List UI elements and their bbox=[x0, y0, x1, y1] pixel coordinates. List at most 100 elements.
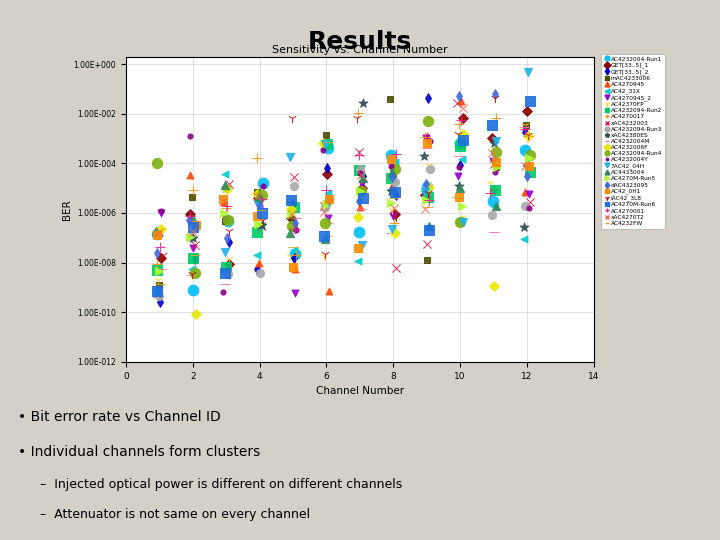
Text: –  Attenuator is not same on every channel: – Attenuator is not same on every channe… bbox=[40, 508, 310, 521]
Text: –  Injected optical power is different on different channels: – Injected optical power is different on… bbox=[40, 478, 402, 491]
Point bbox=[490, 157, 502, 166]
Point bbox=[256, 221, 268, 230]
Point bbox=[223, 180, 235, 189]
Point bbox=[354, 148, 365, 157]
Point bbox=[253, 193, 264, 202]
Point bbox=[287, 222, 298, 231]
Point bbox=[150, 265, 162, 274]
Point bbox=[219, 217, 230, 225]
Point bbox=[155, 280, 166, 288]
Point bbox=[385, 162, 397, 171]
Point bbox=[355, 187, 366, 195]
Point bbox=[452, 130, 464, 139]
Point bbox=[320, 139, 331, 148]
Point bbox=[457, 136, 469, 144]
Point bbox=[486, 133, 498, 142]
Point bbox=[519, 201, 531, 210]
Point bbox=[421, 239, 433, 248]
Point bbox=[251, 187, 263, 196]
Point bbox=[488, 228, 500, 237]
Point bbox=[455, 96, 467, 105]
Point bbox=[420, 195, 432, 204]
Point bbox=[390, 178, 401, 186]
Point bbox=[454, 218, 466, 227]
Point bbox=[387, 193, 398, 202]
Point bbox=[151, 287, 163, 295]
Point bbox=[424, 165, 436, 173]
Point bbox=[290, 251, 302, 259]
Point bbox=[251, 219, 262, 227]
Point bbox=[356, 184, 368, 193]
Point bbox=[288, 246, 300, 254]
Point bbox=[523, 154, 535, 163]
Point bbox=[457, 129, 469, 138]
Point bbox=[353, 243, 364, 252]
Point bbox=[384, 94, 396, 103]
X-axis label: Channel Number: Channel Number bbox=[316, 386, 404, 396]
Point bbox=[190, 220, 202, 229]
Point bbox=[454, 160, 466, 169]
Point bbox=[454, 119, 465, 128]
Point bbox=[352, 108, 364, 117]
Point bbox=[190, 309, 202, 318]
Point bbox=[323, 287, 335, 295]
Point bbox=[219, 169, 230, 178]
Point bbox=[217, 191, 229, 199]
Point bbox=[356, 240, 367, 249]
Point bbox=[386, 173, 397, 181]
Point bbox=[220, 262, 232, 271]
Point bbox=[153, 288, 164, 296]
Point bbox=[255, 206, 266, 214]
Point bbox=[386, 206, 397, 214]
Point bbox=[523, 131, 534, 140]
Point bbox=[519, 145, 531, 154]
Point bbox=[418, 186, 430, 195]
Point bbox=[289, 182, 300, 191]
Point bbox=[355, 204, 366, 213]
Title: Sensitivity vs. Channel Number: Sensitivity vs. Channel Number bbox=[272, 44, 448, 55]
Point bbox=[486, 121, 498, 130]
Point bbox=[188, 186, 199, 195]
Point bbox=[189, 240, 200, 249]
Point bbox=[388, 204, 400, 213]
Point bbox=[287, 199, 298, 208]
Point bbox=[487, 210, 498, 219]
Point bbox=[354, 168, 366, 177]
Point bbox=[288, 202, 300, 211]
Point bbox=[285, 205, 297, 214]
Point bbox=[486, 149, 498, 158]
Point bbox=[423, 196, 435, 205]
Point bbox=[519, 124, 531, 133]
Point bbox=[285, 213, 297, 222]
Point bbox=[523, 68, 534, 76]
Point bbox=[354, 187, 366, 196]
Point bbox=[189, 254, 200, 263]
Point bbox=[151, 230, 163, 239]
Point bbox=[385, 173, 397, 182]
Point bbox=[391, 191, 402, 199]
Point bbox=[251, 251, 263, 259]
Point bbox=[456, 141, 468, 150]
Point bbox=[488, 158, 500, 166]
Point bbox=[454, 193, 465, 201]
Point bbox=[290, 214, 302, 222]
Point bbox=[452, 171, 464, 180]
Point bbox=[456, 154, 468, 163]
Point bbox=[321, 198, 333, 207]
Legend: AC4232004-Run1, GET[33..5]_1, GET[33..5]_2, mAC4233006, AC4270945, AC42_31X, AC4: AC4232004-Run1, GET[33..5]_1, GET[33..5]… bbox=[601, 53, 665, 229]
Point bbox=[420, 179, 432, 188]
Point bbox=[323, 138, 334, 146]
Point bbox=[222, 217, 234, 226]
Point bbox=[323, 195, 334, 204]
Point bbox=[390, 264, 401, 273]
Point bbox=[420, 133, 432, 142]
Point bbox=[220, 184, 231, 193]
Point bbox=[454, 138, 466, 147]
Point bbox=[520, 162, 531, 171]
Point bbox=[422, 182, 433, 191]
Point bbox=[522, 131, 534, 139]
Point bbox=[320, 249, 331, 258]
Point bbox=[257, 179, 269, 187]
Point bbox=[522, 131, 534, 140]
Point bbox=[353, 197, 364, 205]
